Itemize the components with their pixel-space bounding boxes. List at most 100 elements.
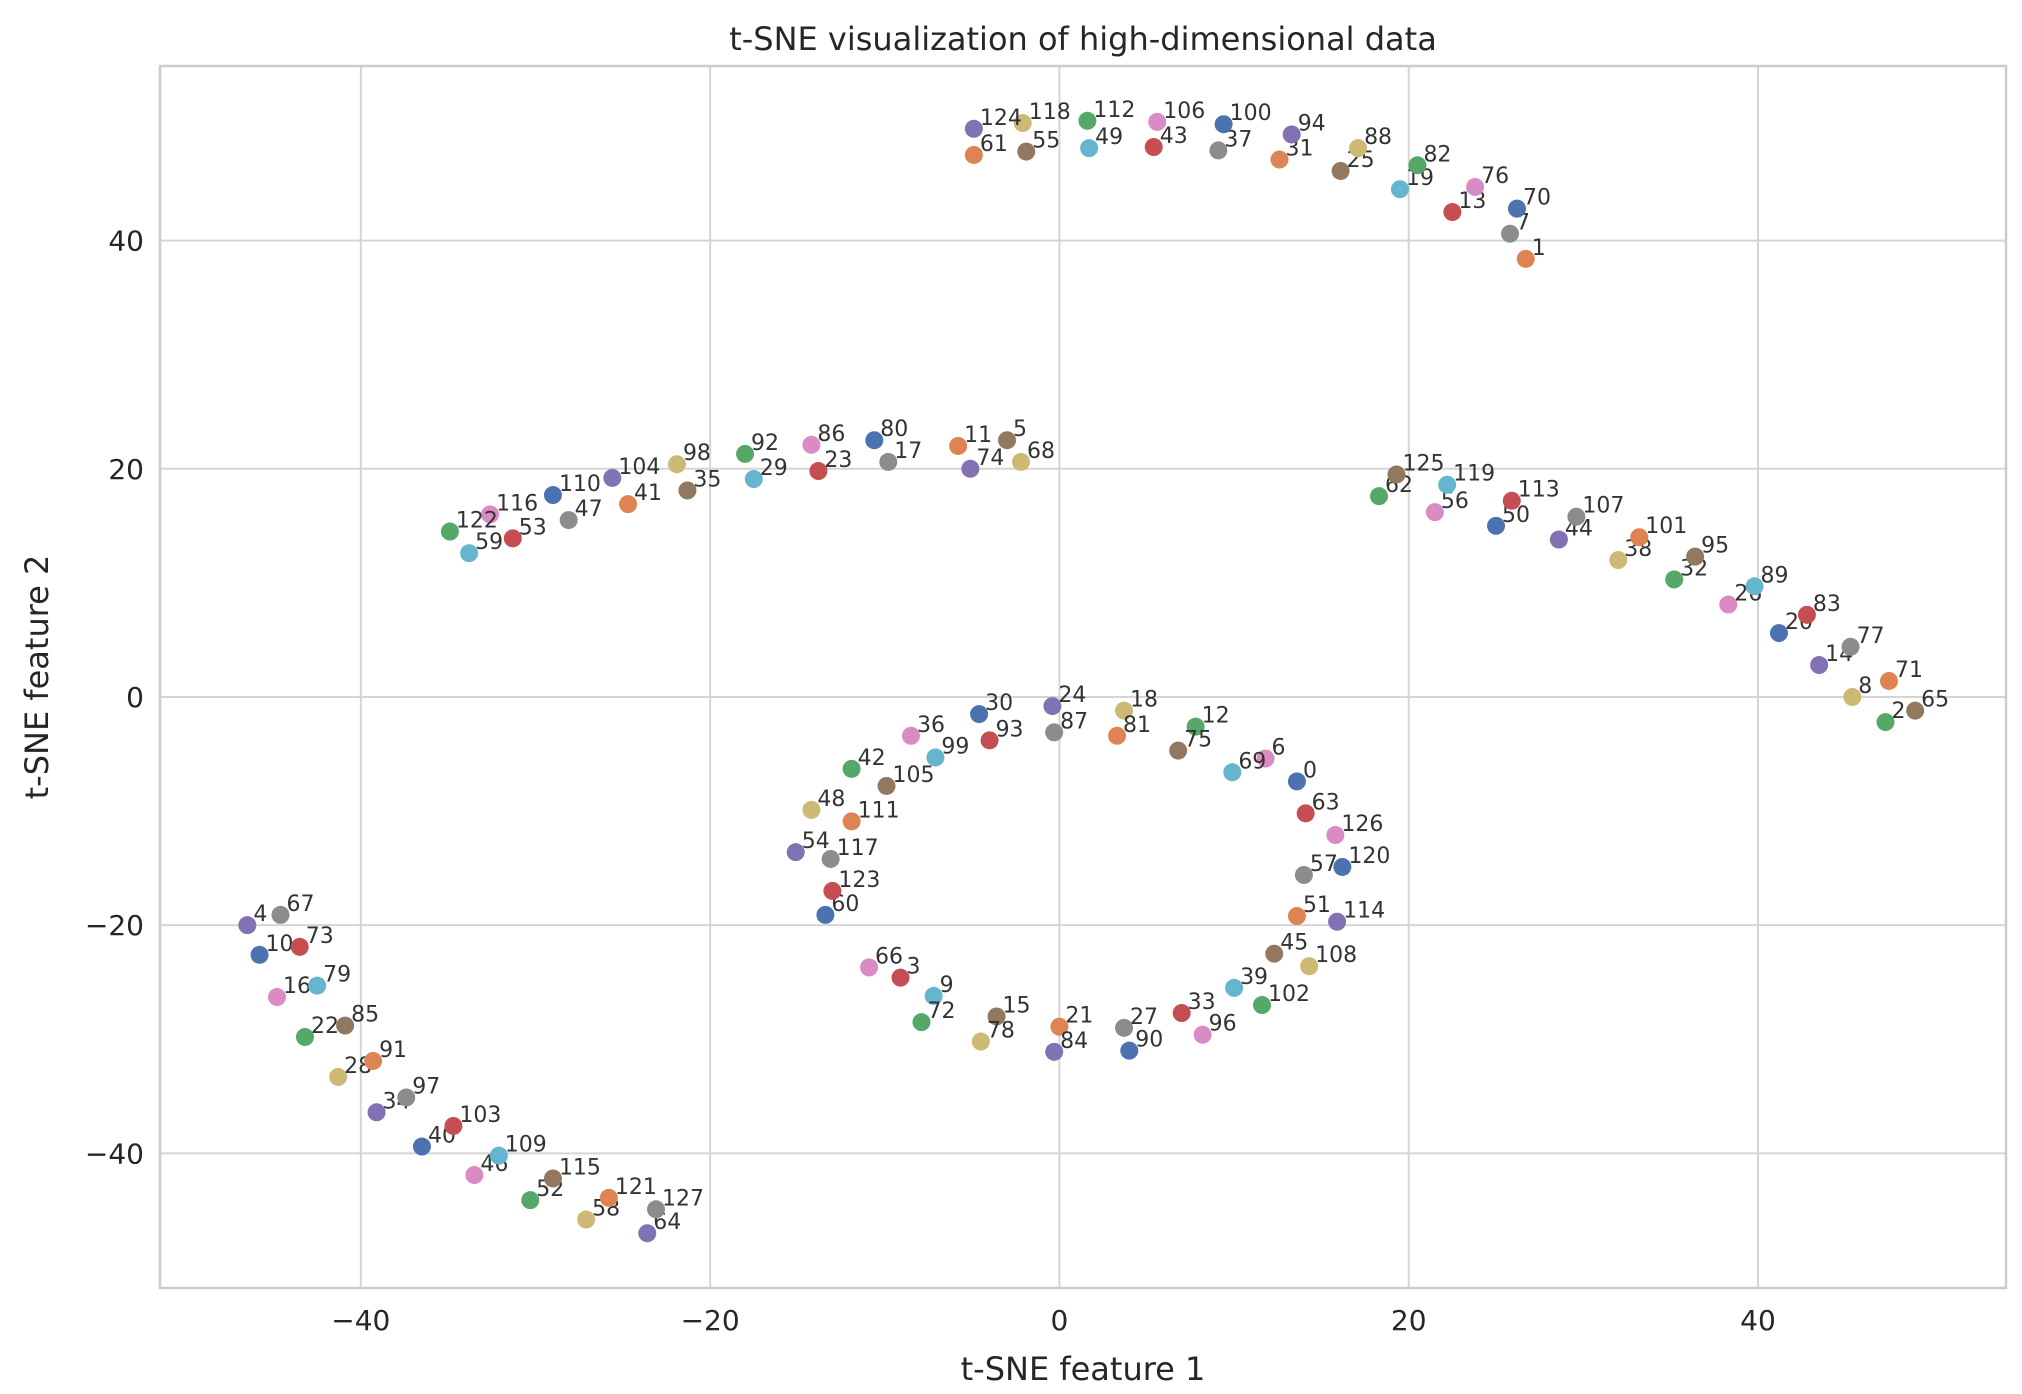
data-point [521, 1191, 540, 1210]
plot-frame [158, 64, 2008, 1290]
data-point [901, 726, 920, 745]
x-tick-label: 40 [1740, 1304, 1776, 1337]
point-label: 127 [662, 1186, 704, 1211]
data-point [489, 1146, 508, 1165]
point-label: 119 [1453, 462, 1495, 487]
data-point [1193, 1025, 1212, 1044]
data-point [1370, 487, 1389, 506]
data-points: 0123456789101112131415161718192021222324… [238, 98, 1949, 1243]
point-label: 116 [496, 491, 538, 516]
data-point [891, 968, 910, 987]
point-label: 92 [751, 431, 779, 456]
data-point [1108, 726, 1127, 745]
data-point [1879, 671, 1898, 690]
data-point [1387, 465, 1406, 484]
data-point [238, 916, 257, 935]
point-label: 48 [817, 787, 845, 812]
data-point [860, 958, 879, 977]
point-label: 86 [817, 422, 845, 447]
point-label: 6 [1272, 736, 1286, 761]
point-label: 81 [1123, 713, 1151, 738]
point-label: 108 [1315, 943, 1357, 968]
point-label: 77 [1857, 624, 1885, 649]
grid-lines [160, 66, 2006, 1288]
y-tick-label: −20 [85, 909, 144, 942]
data-point [1810, 656, 1829, 675]
data-point [397, 1088, 416, 1107]
point-label: 96 [1209, 1012, 1237, 1037]
data-point [577, 1210, 596, 1229]
point-label: 107 [1582, 494, 1624, 519]
point-label: 57 [1310, 852, 1338, 877]
data-point [1876, 713, 1895, 732]
point-label: 75 [1184, 728, 1212, 753]
data-point [1719, 595, 1738, 614]
point-label: 110 [559, 472, 601, 497]
data-point [1294, 865, 1313, 884]
data-point [1282, 125, 1301, 144]
data-point [460, 544, 479, 563]
point-label: 102 [1268, 982, 1310, 1007]
point-label: 65 [1921, 688, 1949, 713]
data-point [1609, 551, 1628, 570]
data-point [1300, 957, 1319, 976]
data-point [949, 436, 968, 455]
data-point [865, 431, 884, 450]
point-label: 85 [351, 1003, 379, 1028]
data-point [1012, 452, 1031, 471]
point-label: 51 [1303, 893, 1331, 918]
data-point [412, 1137, 431, 1156]
data-point [1172, 1004, 1191, 1023]
point-label: 99 [941, 734, 969, 759]
point-label: 120 [1348, 844, 1390, 869]
point-label: 115 [559, 1155, 601, 1180]
data-point [987, 1007, 1006, 1026]
y-tick-labels: −40 −20 0 20 40 [85, 225, 144, 1171]
data-point [1225, 978, 1244, 997]
point-label: 29 [760, 456, 788, 481]
point-label: 30 [985, 691, 1013, 716]
data-point [961, 459, 980, 478]
data-point [970, 705, 989, 724]
point-label: 16 [283, 974, 311, 999]
data-point [1843, 687, 1862, 706]
data-point [678, 481, 697, 500]
y-tick-label: 40 [108, 225, 144, 258]
data-point [290, 937, 309, 956]
data-point [809, 462, 828, 481]
point-label: 3 [906, 955, 920, 980]
data-point [329, 1067, 348, 1086]
data-point [1438, 475, 1457, 494]
point-label: 66 [875, 944, 903, 969]
point-label: 118 [1029, 100, 1071, 125]
data-point [964, 145, 983, 164]
data-point [619, 495, 638, 514]
data-point [1256, 749, 1275, 768]
data-point [1501, 224, 1520, 243]
data-point [1214, 115, 1233, 134]
data-point [1630, 528, 1649, 547]
data-point [1326, 826, 1345, 845]
point-label: 89 [1761, 563, 1789, 588]
data-point [603, 468, 622, 487]
point-label: 12 [1202, 704, 1230, 729]
data-point [646, 1200, 665, 1219]
x-tick-label: 0 [1051, 1304, 1069, 1337]
point-label: 61 [980, 132, 1008, 157]
x-tick-label: −20 [681, 1304, 740, 1337]
data-point [877, 776, 896, 795]
point-label: 98 [683, 441, 711, 466]
data-point [1045, 723, 1064, 742]
point-label: 123 [838, 868, 880, 893]
point-label: 83 [1813, 592, 1841, 617]
point-label: 95 [1701, 534, 1729, 559]
data-point [503, 529, 522, 548]
point-label: 79 [323, 963, 351, 988]
data-point [924, 986, 943, 1005]
data-point [912, 1013, 931, 1032]
point-label: 88 [1364, 125, 1392, 150]
point-label: 47 [575, 497, 603, 522]
data-point [1797, 605, 1816, 624]
point-label: 68 [1027, 439, 1055, 464]
data-point [295, 1027, 314, 1046]
